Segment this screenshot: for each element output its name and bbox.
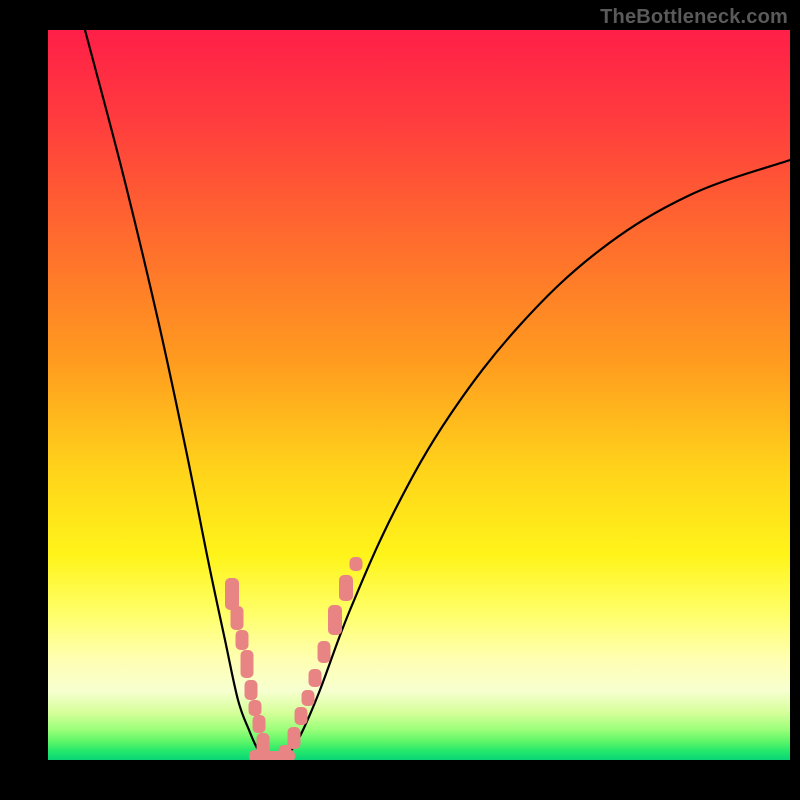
marker-left xyxy=(249,700,262,716)
chart-svg xyxy=(0,0,800,800)
marker-left xyxy=(245,680,258,700)
marker-right xyxy=(339,575,353,601)
plot-background xyxy=(48,30,790,760)
chart-stage: TheBottleneck.com xyxy=(0,0,800,800)
marker-right xyxy=(288,727,301,749)
marker-left xyxy=(225,578,239,610)
marker-left xyxy=(231,606,244,630)
marker-right xyxy=(302,690,315,706)
marker-right xyxy=(350,557,363,571)
watermark-text: TheBottleneck.com xyxy=(600,6,788,29)
marker-right xyxy=(309,669,322,687)
marker-right xyxy=(328,605,342,635)
marker-left xyxy=(253,715,266,733)
marker-left xyxy=(236,630,249,650)
marker-left xyxy=(241,650,254,678)
marker-right xyxy=(318,641,331,663)
marker-right xyxy=(295,707,308,725)
